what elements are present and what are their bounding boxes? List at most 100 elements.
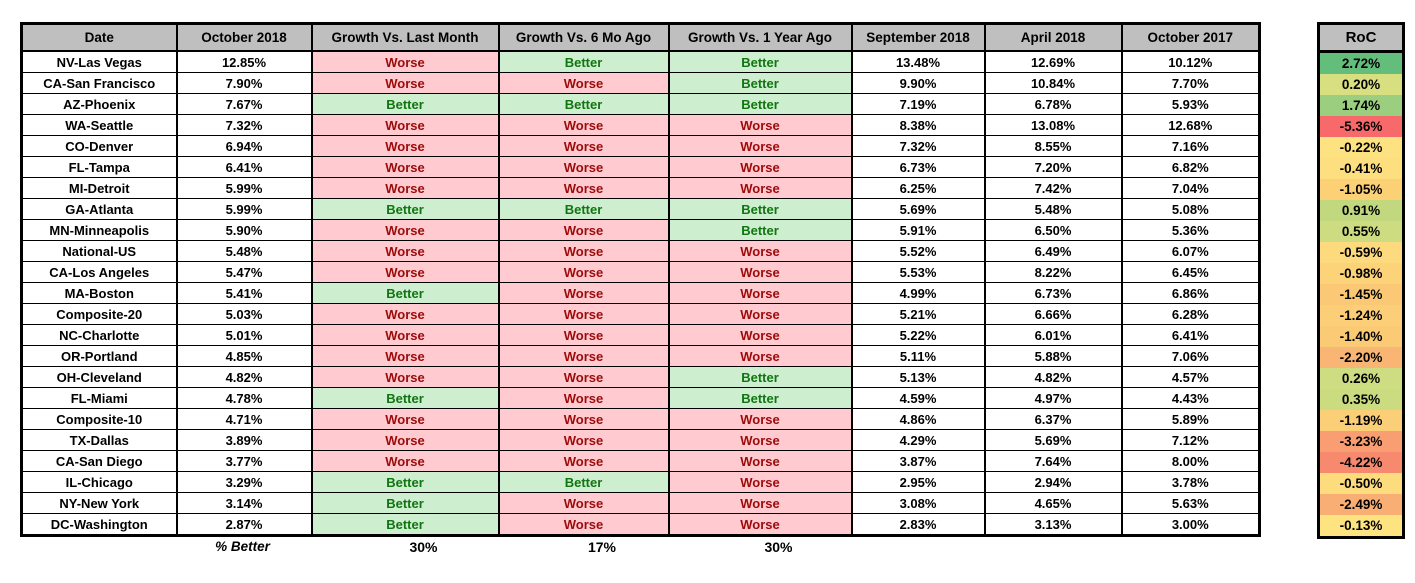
table-row: FL-Miami 4.78% Better Worse Better 4.59% 4.97%… xyxy=(20,387,1261,409)
cell-date: TX-Dallas xyxy=(20,429,178,451)
cell-vs-last-month: Worse xyxy=(310,429,500,451)
cell-vs-last-month: Worse xyxy=(310,177,500,199)
cell-apr-2018: 6.37% xyxy=(983,408,1123,430)
cell-vs-last-month: Worse xyxy=(310,72,500,94)
cell-apr-2018: 6.66% xyxy=(983,303,1123,325)
cell-vs-last-month: Worse xyxy=(310,114,500,136)
percent-better-label: % Better xyxy=(215,539,270,554)
cell-vs-6mo-ago: Worse xyxy=(497,429,670,451)
cell-date: CA-San Diego xyxy=(20,450,178,472)
table-row: National-US 5.48% Worse Worse Worse 5.52% 6.49… xyxy=(20,240,1261,262)
cell-sep-2018: 13.48% xyxy=(850,50,986,73)
cell-apr-2018: 4.97% xyxy=(983,387,1123,409)
cell-apr-2018: 2.94% xyxy=(983,471,1123,493)
roc-cell: 0.55% xyxy=(1318,221,1404,242)
cell-oct-2018: 5.90% xyxy=(175,219,313,241)
roc-cell: -0.59% xyxy=(1318,242,1404,263)
column-header-0: Date xyxy=(20,22,178,52)
cell-vs-1yr-ago: Worse xyxy=(667,156,853,178)
cell-vs-last-month: Better xyxy=(310,492,500,514)
table-row: MA-Boston 5.41% Better Worse Worse 4.99% 6.73%… xyxy=(20,282,1261,304)
cell-oct-2018: 6.94% xyxy=(175,135,313,157)
roc-cell: -4.22% xyxy=(1318,452,1404,473)
table-row: NV-Las Vegas 12.85% Worse Better Better 13.48… xyxy=(20,50,1261,73)
cell-oct-2017: 5.93% xyxy=(1120,93,1261,115)
roc-header: RoC xyxy=(1318,23,1404,53)
cell-vs-1yr-ago: Better xyxy=(667,72,853,94)
cell-oct-2017: 6.82% xyxy=(1120,156,1261,178)
cell-apr-2018: 8.55% xyxy=(983,135,1123,157)
roc-cell: 0.26% xyxy=(1318,368,1404,389)
cell-apr-2018: 6.49% xyxy=(983,240,1123,262)
cell-vs-last-month: Better xyxy=(310,387,500,409)
cell-date: OH-Cleveland xyxy=(20,366,178,388)
cell-vs-last-month: Worse xyxy=(310,50,500,73)
cell-vs-1yr-ago: Better xyxy=(667,366,853,388)
cell-oct-2017: 6.07% xyxy=(1120,240,1261,262)
cell-vs-1yr-ago: Better xyxy=(667,50,853,73)
cell-oct-2018: 4.85% xyxy=(175,345,313,367)
roc-cell: -0.22% xyxy=(1318,137,1404,158)
cell-oct-2017: 6.45% xyxy=(1120,261,1261,283)
cell-vs-1yr-ago: Worse xyxy=(667,240,853,262)
roc-cell: -0.50% xyxy=(1318,473,1404,494)
cell-apr-2018: 7.42% xyxy=(983,177,1123,199)
cell-date: GA-Atlanta xyxy=(20,198,178,220)
cell-date: IL-Chicago xyxy=(20,471,178,493)
cell-sep-2018: 9.90% xyxy=(850,72,986,94)
cell-vs-6mo-ago: Better xyxy=(497,471,670,493)
cell-vs-last-month: Better xyxy=(310,513,500,536)
cell-date: Composite-20 xyxy=(20,303,178,325)
cell-sep-2018: 5.52% xyxy=(850,240,986,262)
cell-vs-6mo-ago: Worse xyxy=(497,156,670,178)
cell-sep-2018: 6.73% xyxy=(850,156,986,178)
cell-oct-2017: 5.08% xyxy=(1120,198,1261,220)
cell-vs-6mo-ago: Worse xyxy=(497,219,670,241)
column-header-5: September 2018 xyxy=(850,22,986,52)
cell-vs-1yr-ago: Worse xyxy=(667,345,853,367)
roc-cell: 2.72% xyxy=(1318,51,1404,74)
roc-cell: 1.74% xyxy=(1318,95,1404,116)
cell-vs-6mo-ago: Better xyxy=(497,93,670,115)
cell-oct-2018: 4.82% xyxy=(175,366,313,388)
table-row: DC-Washington 2.87% Better Worse Worse 2.83% 3… xyxy=(20,513,1261,536)
roc-cell: -1.24% xyxy=(1318,305,1404,326)
cell-vs-1yr-ago: Better xyxy=(667,219,853,241)
cell-oct-2018: 5.03% xyxy=(175,303,313,325)
cell-oct-2018: 3.77% xyxy=(175,450,313,472)
table-row: Composite-20 5.03% Worse Worse Worse 5.21% 6.6… xyxy=(20,303,1261,325)
cell-apr-2018: 12.69% xyxy=(983,50,1123,73)
cell-oct-2018: 5.41% xyxy=(175,282,313,304)
cell-date: MA-Boston xyxy=(20,282,178,304)
cell-oct-2018: 12.85% xyxy=(175,50,313,73)
cell-date: MI-Detroit xyxy=(20,177,178,199)
roc-cell: -1.05% xyxy=(1318,179,1404,200)
cell-sep-2018: 5.22% xyxy=(850,324,986,346)
cell-apr-2018: 13.08% xyxy=(983,114,1123,136)
cell-oct-2018: 6.41% xyxy=(175,156,313,178)
cell-oct-2017: 7.70% xyxy=(1120,72,1261,94)
cell-vs-last-month: Worse xyxy=(310,345,500,367)
cell-sep-2018: 5.53% xyxy=(850,261,986,283)
cell-oct-2018: 3.89% xyxy=(175,429,313,451)
table-row: NY-New York 3.14% Better Worse Worse 3.08% 4.6… xyxy=(20,492,1261,514)
table-row: FL-Tampa 6.41% Worse Worse Worse 6.73% 7.20% 6.… xyxy=(20,156,1261,178)
cell-vs-last-month: Worse xyxy=(310,261,500,283)
cell-sep-2018: 4.86% xyxy=(850,408,986,430)
cell-oct-2017: 4.57% xyxy=(1120,366,1261,388)
cell-vs-1yr-ago: Worse xyxy=(667,303,853,325)
cell-vs-1yr-ago: Worse xyxy=(667,282,853,304)
cell-oct-2018: 4.78% xyxy=(175,387,313,409)
cell-apr-2018: 4.65% xyxy=(983,492,1123,514)
cell-sep-2018: 2.95% xyxy=(850,471,986,493)
cell-vs-1yr-ago: Worse xyxy=(667,135,853,157)
cell-oct-2018: 4.71% xyxy=(175,408,313,430)
cell-vs-last-month: Better xyxy=(310,471,500,493)
cell-vs-1yr-ago: Worse xyxy=(667,471,853,493)
cell-vs-last-month: Worse xyxy=(310,408,500,430)
column-header-4: Growth Vs. 1 Year Ago xyxy=(667,22,853,52)
roc-cell: -3.23% xyxy=(1318,431,1404,452)
cell-oct-2018: 7.67% xyxy=(175,93,313,115)
table-row: IL-Chicago 3.29% Better Better Worse 2.95% 2.9… xyxy=(20,471,1261,493)
table-row: AZ-Phoenix 7.67% Better Better Better 7.19% 6.… xyxy=(20,93,1261,115)
